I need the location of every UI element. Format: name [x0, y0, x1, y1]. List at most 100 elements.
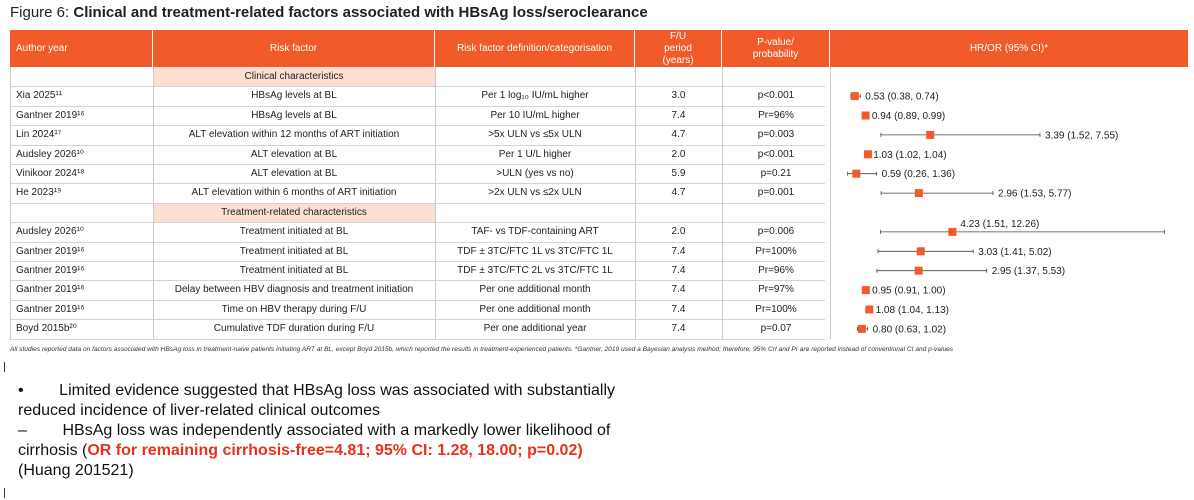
definition-cell: Per one additional year [483, 323, 587, 335]
definition-cell: >5x ULN vs ≤5x ULN [488, 129, 582, 141]
estimate-marker [852, 169, 861, 178]
estimate-label: 0.59 (0.26, 1.36) [882, 169, 955, 180]
table-row: Audsley 2026¹⁰ ALT elevation at BL Per 1 U… [10, 145, 830, 164]
p-value-cell: p=0.001 [757, 187, 795, 199]
bullet-2-line-3: (Huang 201521) [18, 462, 134, 479]
column-divider [722, 67, 723, 339]
risk-factor-cell: Cumulative TDF duration during F/U [213, 323, 375, 335]
estimate-label: 0.53 (0.38, 0.74) [865, 92, 938, 103]
table-row: Gantner 2019¹⁶ Delay between HBV diagnosi… [10, 280, 830, 299]
table-row: Boyd 2015b²⁰ Cumulative TDF duration duri… [10, 319, 830, 338]
estimate-label: 1.03 (1.02, 1.04) [873, 150, 946, 161]
table-row: Gantner 2019¹⁶ HBsAg levels at BL Per 10 I… [10, 106, 830, 125]
row-divider [10, 280, 825, 282]
forest-row: 2.95 (1.37, 5.53) [876, 266, 1065, 277]
fu-period-cell: 7.4 [671, 323, 686, 335]
section-row-clinical: Clinical characteristics [10, 67, 830, 86]
fu-period-cell: 7.4 [671, 245, 686, 257]
forest-row: 1.03 (1.02, 1.04) [863, 150, 947, 161]
figure-title-main: Clinical and treatment-related factors a… [73, 4, 648, 21]
header-risk: Risk factor [153, 30, 435, 67]
fu-period-cell: 7.4 [671, 284, 686, 296]
p-value-cell: p<0.001 [757, 90, 795, 102]
risk-factor-cell: Treatment initiated at BL [239, 265, 349, 276]
risk-factor-cell: Time on HBV therapy during F/U [221, 303, 367, 315]
text-cursor [4, 362, 5, 372]
forest-row: 0.94 (0.89, 0.99) [861, 111, 945, 122]
author-cell: He 2023¹⁹ [16, 187, 62, 199]
figure-title: Figure 6: Clinical and treatment-related… [10, 4, 648, 21]
bullet-marker: • [18, 382, 24, 399]
definition-cell: TDF ± 3TC/FTC 1L vs 3TC/FTC 1L [457, 245, 613, 257]
estimate-marker [916, 247, 925, 256]
bullet-2-line-2: cirrhosis (OR for remaining cirrhosis-fr… [18, 441, 718, 461]
bullet-1-line-1: • Limited evidence suggested that HBsAg … [18, 381, 718, 401]
section-label: Treatment-related characteristics [153, 202, 435, 222]
row-divider [10, 86, 825, 88]
section-row-treatment: Treatment-related characteristics [10, 202, 830, 222]
fu-period-cell: 3.0 [671, 90, 686, 102]
table-row: Gantner 2019¹⁶ Treatment initiated at BL T… [10, 242, 830, 261]
p-value-cell: p=0.006 [757, 226, 795, 238]
author-cell: Audsley 2026¹⁰ [16, 226, 84, 238]
author-cell: Audsley 2026¹⁰ [16, 148, 84, 160]
author-cell: Gantner 2019¹⁶ [16, 265, 85, 276]
p-value-cell: Pr=100% [755, 303, 797, 315]
p-value-cell: p<0.001 [757, 148, 795, 160]
fu-period-cell: 7.4 [671, 109, 686, 121]
table-row: Gantner 2019¹⁶ Time on HBV therapy during… [10, 300, 830, 319]
estimate-marker [861, 286, 870, 295]
column-divider [10, 67, 11, 339]
estimate-marker [861, 111, 870, 120]
estimate-label: 4.23 (1.51, 12.26) [960, 219, 1039, 230]
row-divider [10, 164, 825, 165]
estimate-marker [948, 227, 957, 236]
p-value-cell: Pr=100% [755, 245, 797, 257]
risk-factor-cell: ALT elevation within 6 months of ART ini… [191, 187, 397, 199]
p-value-cell: p=0.003 [757, 129, 795, 141]
row-divider [10, 299, 825, 301]
table-row: Audsley 2026¹⁰ Treatment initiated at BL T… [10, 222, 830, 241]
column-divider [635, 67, 636, 339]
column-divider [830, 67, 831, 339]
forest-row: 2.96 (1.53, 5.77) [880, 189, 1071, 200]
bullet-2-highlight: OR for remaining cirrhosis-free=4.81; 95… [87, 442, 583, 459]
header-hr: HR/OR (95% CI)* [969, 42, 1049, 54]
bullet-text: • Limited evidence suggested that HBsAg … [18, 381, 718, 481]
fu-period-cell: 7.4 [671, 303, 686, 315]
definition-cell: TDF ± 3TC/FTC 2L vs 3TC/FTC 1L [457, 265, 613, 276]
header-definition: Risk factor definition/categorisation [435, 30, 635, 67]
estimate-marker [865, 305, 874, 314]
author-cell: Lin 2024¹⁷ [16, 129, 62, 141]
footnote: All studies reported data on factors ass… [10, 346, 954, 353]
risk-factor-cell: Treatment initiated at BL [239, 226, 349, 238]
author-cell: Gantner 2019¹⁶ [16, 303, 85, 315]
forest-row: 0.95 (0.91, 1.00) [861, 286, 946, 297]
estimate-marker [914, 189, 923, 198]
p-value-cell: Pr=96% [758, 109, 794, 121]
dash-marker: – [18, 422, 27, 439]
definition-cell: Per one additional month [479, 284, 591, 296]
fu-period-cell: 7.4 [671, 265, 686, 276]
forest-row: 3.39 (1.52, 7.55) [880, 130, 1118, 141]
fu-period-cell: 4.7 [671, 129, 686, 141]
table-row: He 2023¹⁹ ALT elevation within 6 months o… [10, 183, 830, 202]
header-author: Author year [10, 30, 153, 67]
risk-factor-cell: ALT elevation within 12 months of ART in… [188, 129, 400, 141]
fu-period-cell: 2.0 [671, 226, 686, 238]
author-cell: Vinikoor 2024¹⁸ [16, 168, 85, 179]
forest-plot: 0.53 (0.38, 0.74) 0.94 (0.89, 0.99) 3.39 (… [847, 92, 1165, 335]
risk-factor-cell: ALT elevation at BL [250, 168, 338, 179]
risk-factor-cell: ALT elevation at BL [250, 148, 338, 160]
header-p: P-value/ probability [722, 30, 830, 67]
figure-title-lead: Figure 6: [10, 4, 74, 21]
forest-row: 3.03 (1.41, 5.02) [877, 247, 1052, 258]
column-divider [153, 67, 154, 339]
bullet-2-text-a: HBsAg loss was independently associated … [62, 422, 611, 439]
author-cell: Gantner 2019¹⁶ [16, 245, 85, 257]
section-label: Clinical characteristics [153, 67, 435, 86]
author-cell: Gantner 2019¹⁶ [16, 109, 85, 121]
table-header: Author year Risk factor Risk factor defi… [10, 30, 1188, 67]
row-divider [10, 144, 825, 146]
risk-factor-cell: HBsAg levels at BL [251, 90, 337, 102]
